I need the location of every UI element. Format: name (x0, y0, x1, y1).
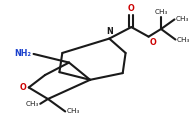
Text: N: N (106, 27, 113, 36)
Text: NH₂: NH₂ (15, 49, 32, 58)
Text: CH₃: CH₃ (177, 37, 190, 43)
Text: O: O (150, 38, 156, 47)
Text: O: O (20, 83, 27, 92)
Text: CH₃: CH₃ (154, 9, 168, 15)
Text: O: O (128, 4, 135, 13)
Text: CH₃: CH₃ (67, 108, 80, 114)
Text: CH₃: CH₃ (25, 101, 39, 107)
Text: CH₃: CH₃ (176, 16, 189, 22)
